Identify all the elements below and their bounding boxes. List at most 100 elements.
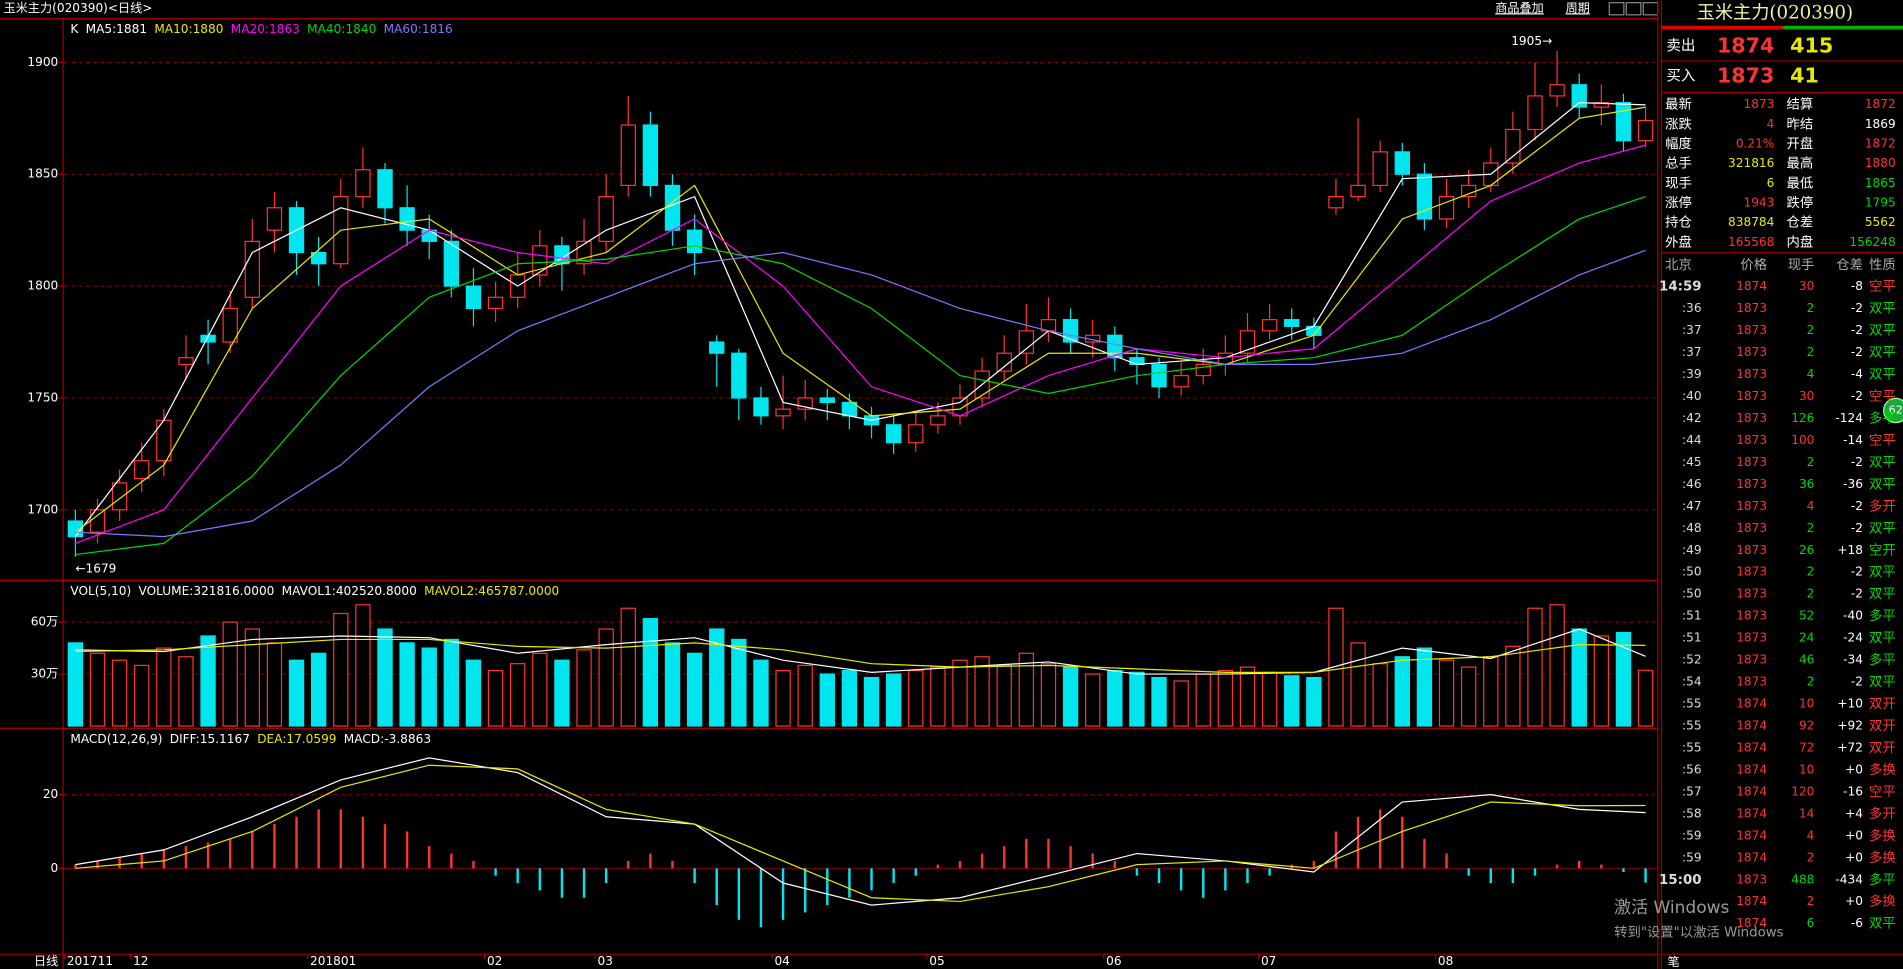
trade-time: :55 xyxy=(1682,740,1702,754)
trade-time: :57 xyxy=(1682,784,1702,798)
volume-bar xyxy=(200,635,216,727)
stat-label: 现手 xyxy=(1665,175,1692,191)
trade-type: 多换 xyxy=(1869,893,1896,910)
candle-body xyxy=(1328,195,1344,209)
trade-oi-change: -40 xyxy=(1843,609,1863,623)
volume-bar xyxy=(1062,666,1079,727)
trade-oi-change: +10 xyxy=(1837,697,1863,711)
volume-bar xyxy=(1505,645,1521,727)
volume-bar xyxy=(664,642,681,727)
trade-type: 多换 xyxy=(1869,849,1896,866)
volume-bar xyxy=(797,664,813,727)
stat-label: 幅度 xyxy=(1665,136,1692,152)
y-tick-label: 20 xyxy=(43,787,58,801)
stat-value: 321816 xyxy=(1728,156,1774,170)
x-tick-label: 06 xyxy=(1106,954,1121,968)
trade-type: 双平 xyxy=(1869,455,1896,470)
volume-bar xyxy=(1217,669,1234,727)
volume-bar xyxy=(1350,642,1366,727)
trade-header: 仓差 xyxy=(1836,257,1863,273)
trade-type: 双平 xyxy=(1869,587,1896,602)
stat-value: 156248 xyxy=(1849,235,1895,249)
volume-bar xyxy=(952,659,968,727)
candle-body xyxy=(244,240,260,298)
period-button[interactable]: 周期 xyxy=(1566,1,1590,15)
trade-oi-change: -36 xyxy=(1843,477,1863,491)
volume-bar xyxy=(1085,673,1101,727)
candle-body xyxy=(134,459,150,480)
x-tick-label: 08 xyxy=(1438,954,1453,968)
trade-time: :50 xyxy=(1682,587,1702,601)
trade-price: 1874 xyxy=(1736,916,1767,930)
candle-body xyxy=(797,397,813,410)
trade-time: :50 xyxy=(1682,565,1702,579)
stat-value: 5562 xyxy=(1865,215,1896,229)
trade-volume: 2 xyxy=(1807,323,1815,337)
icon-button[interactable] xyxy=(1608,2,1625,16)
y-tick-label: 1700 xyxy=(27,502,58,516)
trade-type: 多开 xyxy=(1869,497,1896,514)
trade-time: :42 xyxy=(1682,411,1702,425)
watermark: 转到"设置"以激活 Windows xyxy=(1614,924,1784,940)
trade-time: :59 xyxy=(1682,850,1702,864)
watermark: 激活 Windows xyxy=(1614,898,1729,918)
volume-bar xyxy=(709,628,725,727)
trade-type: 双平 xyxy=(1869,521,1896,536)
ma-line xyxy=(75,249,1646,538)
trade-price: 1874 xyxy=(1736,719,1767,733)
trade-type: 多换 xyxy=(1869,827,1896,844)
volume-bar xyxy=(841,669,858,727)
x-tick-label: 03 xyxy=(598,954,613,968)
candle-body xyxy=(885,424,902,444)
trade-price: 1873 xyxy=(1736,631,1767,645)
trade-price: 1873 xyxy=(1736,653,1767,667)
trade-type: 空开 xyxy=(1869,542,1896,558)
volume-bar xyxy=(1394,656,1410,727)
trade-volume: 26 xyxy=(1799,543,1814,557)
volume-bar xyxy=(731,638,747,727)
trade-price: 1873 xyxy=(1736,455,1767,469)
trade-price: 1874 xyxy=(1736,740,1767,754)
badge-text: 62 xyxy=(1889,403,1903,416)
volume-bar xyxy=(1593,635,1610,727)
candle-body xyxy=(266,207,283,231)
y-tick-label: 1800 xyxy=(27,279,58,293)
trade-volume: 24 xyxy=(1799,631,1815,645)
badge[interactable] xyxy=(1882,397,1903,424)
book-price: 1874 xyxy=(1717,33,1774,57)
icon-button[interactable] xyxy=(1625,2,1642,16)
volume-bar xyxy=(1239,666,1256,727)
trade-volume: 36 xyxy=(1799,477,1814,491)
trade-type: 双开 xyxy=(1869,741,1896,756)
volume-bar xyxy=(421,647,437,727)
trade-header: 性质 xyxy=(1869,257,1896,273)
stat-label: 结算 xyxy=(1786,97,1813,113)
trade-oi-change: +4 xyxy=(1845,806,1863,820)
volume-bar xyxy=(775,669,791,727)
candle-body xyxy=(1284,319,1300,327)
volume-bar xyxy=(111,659,128,727)
volume-bar xyxy=(222,621,238,727)
stat-label: 最低 xyxy=(1786,175,1813,191)
overlay-button[interactable]: 商品叠加 xyxy=(1495,0,1544,15)
trade-price: 1873 xyxy=(1736,543,1767,557)
trade-volume: 126 xyxy=(1791,411,1814,425)
volume-bar xyxy=(532,652,548,727)
y-tick-label: 1900 xyxy=(27,55,58,69)
candle-body xyxy=(178,357,194,365)
legend-entry: MAVOL2:465787.0000 xyxy=(424,584,559,598)
volume-bar xyxy=(1018,652,1035,727)
trade-type: 双平 xyxy=(1869,631,1896,646)
trade-volume: 100 xyxy=(1791,433,1814,447)
volume-bar xyxy=(576,649,592,727)
candle-body xyxy=(1416,173,1433,220)
trade-oi-change: -2 xyxy=(1851,455,1863,469)
volume-bar xyxy=(1416,647,1433,727)
legend-entry: VOL(5,10) xyxy=(70,584,131,598)
footer-tab[interactable]: 笔 xyxy=(1668,954,1680,969)
trade-time: :49 xyxy=(1682,543,1702,557)
trade-time: :37 xyxy=(1682,345,1702,359)
trade-price: 1874 xyxy=(1736,828,1767,842)
